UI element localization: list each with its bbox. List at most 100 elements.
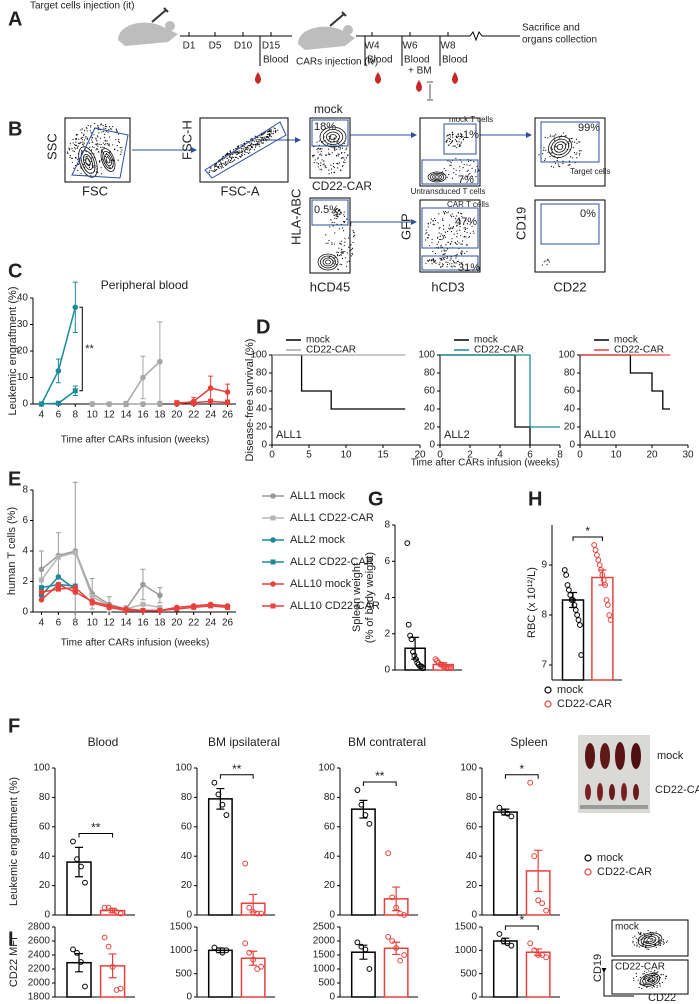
- flow-dot: [645, 982, 647, 985]
- flow-dot: [446, 135, 448, 137]
- flow-dot: [119, 153, 121, 155]
- flow-dot: [473, 161, 475, 163]
- data-point: [358, 801, 365, 808]
- flow-dot: [459, 170, 461, 172]
- flow-dot: [222, 162, 224, 165]
- flow-dot: [349, 250, 352, 252]
- data-point: [448, 665, 454, 672]
- flow-dot: [468, 173, 470, 175]
- flow-dot: [335, 135, 337, 138]
- flow-dot: [656, 986, 658, 988]
- y-axis-label: (% of body weight): [364, 552, 376, 643]
- flow-dot: [75, 141, 77, 143]
- flow-dot: [573, 152, 576, 154]
- flow-contour: [322, 257, 334, 267]
- data-point: [592, 547, 599, 553]
- data-point: [38, 401, 44, 407]
- flow-dot: [462, 240, 464, 242]
- flow-dot: [84, 162, 86, 164]
- flow-dot: [83, 142, 85, 144]
- flow-dot: [330, 164, 332, 166]
- flow-dot: [576, 152, 578, 154]
- panel-letter: D: [256, 316, 270, 338]
- flow-dot: [449, 136, 452, 138]
- flow-dot: [235, 151, 237, 153]
- data-point: [563, 572, 570, 578]
- flow-dot: [556, 159, 558, 162]
- flow-dot: [337, 251, 339, 254]
- flow-dot: [341, 254, 343, 256]
- flow-dot: [552, 166, 555, 168]
- flow-dot: [632, 942, 634, 944]
- significance-bracket: [362, 781, 397, 787]
- flow-dot: [73, 147, 76, 149]
- flow-dot: [68, 149, 71, 151]
- flow-dot: [455, 218, 457, 220]
- flow-dot: [635, 973, 637, 975]
- flow-dot: [337, 155, 339, 157]
- flow-dot: [83, 134, 85, 137]
- data-point: [527, 940, 534, 947]
- flow-dot: [649, 935, 651, 937]
- flow-dot: [437, 241, 440, 243]
- flow-dot: [261, 139, 263, 141]
- y-tick-label: 20: [564, 422, 576, 433]
- x-tick-label: 15: [377, 450, 389, 461]
- flow-dot: [74, 148, 76, 150]
- label: HLA-ABC: [288, 189, 303, 245]
- flow-dot: [338, 143, 340, 145]
- legend-label: ALL10 mock: [290, 578, 352, 590]
- flow-dot: [269, 130, 271, 132]
- flow-dot: [444, 256, 446, 259]
- y-tick-label: 10: [17, 372, 29, 383]
- flow-contour: [325, 259, 331, 265]
- flow-dot: [247, 145, 249, 147]
- flow-dot: [662, 941, 664, 943]
- flow-contour: [317, 253, 339, 271]
- flow-dot: [650, 974, 653, 976]
- timeline-text: Target cells injection (it): [30, 1, 134, 12]
- timeline-text: organs collection: [522, 35, 597, 46]
- flow-dot: [658, 944, 660, 946]
- flow-dot: [215, 165, 218, 167]
- flow-dot: [549, 136, 551, 138]
- flow-dot: [331, 243, 333, 245]
- data-point: [543, 954, 550, 961]
- legend-label: ALL2 mock: [290, 534, 346, 546]
- flow-dot: [442, 257, 444, 259]
- flow-dot: [264, 137, 266, 139]
- data-point: [602, 582, 609, 588]
- flow-dot: [549, 156, 551, 158]
- flow-dot: [651, 934, 653, 936]
- legend-marker: [270, 581, 276, 587]
- flow-dot: [436, 243, 438, 245]
- flow-dot: [654, 977, 656, 979]
- flow-dot: [432, 219, 434, 222]
- flow-dot: [109, 128, 112, 130]
- data-point: [401, 912, 408, 918]
- timeline-week: W4: [365, 41, 380, 52]
- y-tick-label: 2000: [28, 978, 51, 989]
- flow-dot: [82, 141, 84, 143]
- flow-dot: [634, 935, 636, 937]
- chart-title: Blood: [88, 735, 119, 749]
- flow-dot: [437, 236, 439, 238]
- flow-dot: [638, 986, 640, 989]
- flow-dot: [475, 176, 477, 178]
- data-point: [564, 582, 571, 588]
- timeline-day: D5: [209, 41, 222, 52]
- data-point: [106, 401, 112, 407]
- y-tick-label: 40: [181, 851, 193, 862]
- flow-dot: [227, 161, 229, 163]
- flow-dot: [441, 259, 443, 261]
- flow-dot: [90, 149, 93, 151]
- flow-dot: [333, 171, 336, 173]
- flow-dot: [578, 154, 581, 156]
- flow-dot: [220, 166, 222, 168]
- flow-dot: [333, 148, 335, 150]
- error-bar: [108, 953, 117, 979]
- flow-dot: [77, 169, 79, 172]
- data-point: [38, 589, 44, 595]
- x-tick-label: 0: [269, 450, 275, 461]
- data-point: [385, 933, 392, 940]
